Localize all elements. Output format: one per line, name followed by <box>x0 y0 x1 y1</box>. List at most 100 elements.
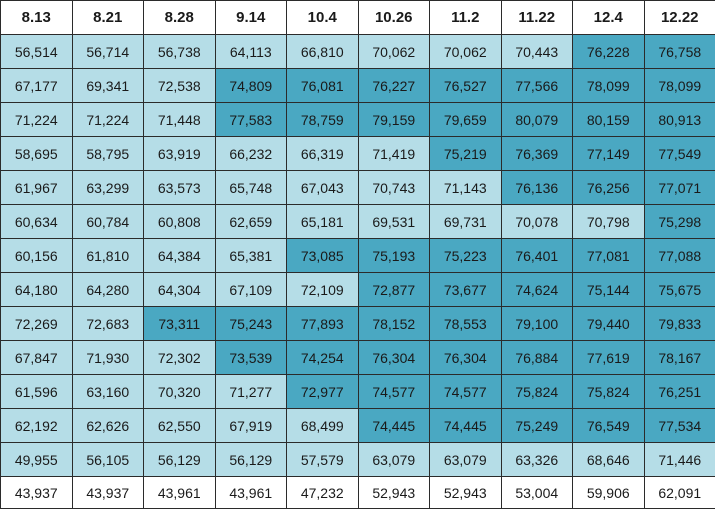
table-cell: 79,100 <box>500 306 573 341</box>
table-cell: 75,824 <box>572 374 645 409</box>
table-cell: 62,626 <box>71 408 144 443</box>
table-cell: 70,743 <box>357 170 430 205</box>
table-cell: 71,419 <box>357 136 430 171</box>
table-cell: 77,619 <box>572 340 645 375</box>
table-cell: 71,224 <box>71 102 144 137</box>
table-cell: 76,228 <box>572 34 645 69</box>
table-cell: 76,304 <box>357 340 430 375</box>
table-cell: 70,443 <box>500 34 573 69</box>
table-cell: 69,341 <box>71 68 144 103</box>
table-cell: 77,071 <box>643 170 715 205</box>
table-cell: 67,043 <box>286 170 359 205</box>
table-cell: 72,302 <box>143 340 216 375</box>
table-cell: 77,566 <box>500 68 573 103</box>
table-cell: 77,088 <box>643 238 715 273</box>
table-cell: 75,824 <box>500 374 573 409</box>
table-row: 72,269 72,683 73,311 75,243 77,893 78,152 78,5… <box>0 306 715 341</box>
table-cell: 58,695 <box>0 136 73 171</box>
column-header: 8.13 <box>0 0 73 35</box>
table-cell: 73,311 <box>143 306 216 341</box>
table-cell: 59,906 <box>572 476 645 509</box>
table-cell: 76,758 <box>643 34 715 69</box>
table-cell: 77,549 <box>643 136 715 171</box>
table-cell: 77,893 <box>286 306 359 341</box>
table-cell: 66,232 <box>214 136 287 171</box>
table-cell: 56,129 <box>143 442 216 477</box>
table-cell: 71,446 <box>643 442 715 477</box>
table-cell: 64,180 <box>0 272 73 307</box>
table-cell: 58,795 <box>71 136 144 171</box>
table-cell: 77,149 <box>572 136 645 171</box>
table-cell: 67,919 <box>214 408 287 443</box>
table-cell: 67,177 <box>0 68 73 103</box>
table-cell: 60,784 <box>71 204 144 239</box>
table-row: 64,180 64,280 64,304 67,109 72,109 72,877 73,6… <box>0 272 715 307</box>
table-cell: 79,659 <box>429 102 502 137</box>
table-cell: 76,256 <box>572 170 645 205</box>
table-cell: 72,977 <box>286 374 359 409</box>
table-cell: 56,738 <box>143 34 216 69</box>
table-cell: 75,223 <box>429 238 502 273</box>
table-cell: 75,193 <box>357 238 430 273</box>
table-cell: 56,105 <box>71 442 144 477</box>
table-cell: 78,099 <box>643 68 715 103</box>
table-cell: 74,445 <box>357 408 430 443</box>
table-cell: 77,534 <box>643 408 715 443</box>
column-header: 12.22 <box>643 0 715 35</box>
table-cell: 69,531 <box>357 204 430 239</box>
table-cell: 78,167 <box>643 340 715 375</box>
table-cell: 80,079 <box>500 102 573 137</box>
table-cell: 60,156 <box>0 238 73 273</box>
table-cell: 76,251 <box>643 374 715 409</box>
table-cell: 56,514 <box>0 34 73 69</box>
table-row: 61,596 63,160 70,320 71,277 72,977 74,577 74,5… <box>0 374 715 409</box>
table-cell: 62,091 <box>643 476 715 509</box>
table-cell: 69,731 <box>429 204 502 239</box>
table-cell: 76,136 <box>500 170 573 205</box>
table-cell: 79,440 <box>572 306 645 341</box>
table-cell: 64,304 <box>143 272 216 307</box>
table-cell: 43,961 <box>143 476 216 509</box>
table-cell: 71,930 <box>71 340 144 375</box>
table-cell: 62,659 <box>214 204 287 239</box>
table-cell: 49,955 <box>0 442 73 477</box>
column-header: 9.14 <box>214 0 287 35</box>
column-header: 10.26 <box>357 0 430 35</box>
table-cell: 76,527 <box>429 68 502 103</box>
table-cell: 56,129 <box>214 442 287 477</box>
table-cell: 66,319 <box>286 136 359 171</box>
table-cell: 74,445 <box>429 408 502 443</box>
table-cell: 67,847 <box>0 340 73 375</box>
table-cell: 73,085 <box>286 238 359 273</box>
table-cell: 43,937 <box>71 476 144 509</box>
column-header: 8.21 <box>71 0 144 35</box>
table-cell: 74,577 <box>357 374 430 409</box>
table-cell: 73,677 <box>429 272 502 307</box>
table-cell: 72,109 <box>286 272 359 307</box>
table-cell: 72,538 <box>143 68 216 103</box>
table-cell: 78,099 <box>572 68 645 103</box>
table-cell: 63,079 <box>429 442 502 477</box>
table-cell: 63,573 <box>143 170 216 205</box>
table-body: 56,514 56,714 56,738 64,113 66,810 70,062 70,0… <box>0 34 715 509</box>
table-cell: 61,596 <box>0 374 73 409</box>
table-cell: 74,577 <box>429 374 502 409</box>
table-header: 8.13 8.21 8.28 9.14 10.4 10.26 11.2 11.22 12.4 12… <box>0 0 715 35</box>
table-cell: 80,913 <box>643 102 715 137</box>
table-row: 49,955 56,105 56,129 56,129 57,579 63,079 63,0… <box>0 442 715 477</box>
table-cell: 79,159 <box>357 102 430 137</box>
table-cell: 57,579 <box>286 442 359 477</box>
table-cell: 75,675 <box>643 272 715 307</box>
table-cell: 64,280 <box>71 272 144 307</box>
table-cell: 78,553 <box>429 306 502 341</box>
table-cell: 80,159 <box>572 102 645 137</box>
table-cell: 74,624 <box>500 272 573 307</box>
table-cell: 65,381 <box>214 238 287 273</box>
table-cell: 70,078 <box>500 204 573 239</box>
table-cell: 70,320 <box>143 374 216 409</box>
table-cell: 72,683 <box>71 306 144 341</box>
table-cell: 76,549 <box>572 408 645 443</box>
table-cell: 63,299 <box>71 170 144 205</box>
table-row: 60,634 60,784 60,808 62,659 65,181 69,531 69,7… <box>0 204 715 239</box>
table-cell: 70,062 <box>429 34 502 69</box>
